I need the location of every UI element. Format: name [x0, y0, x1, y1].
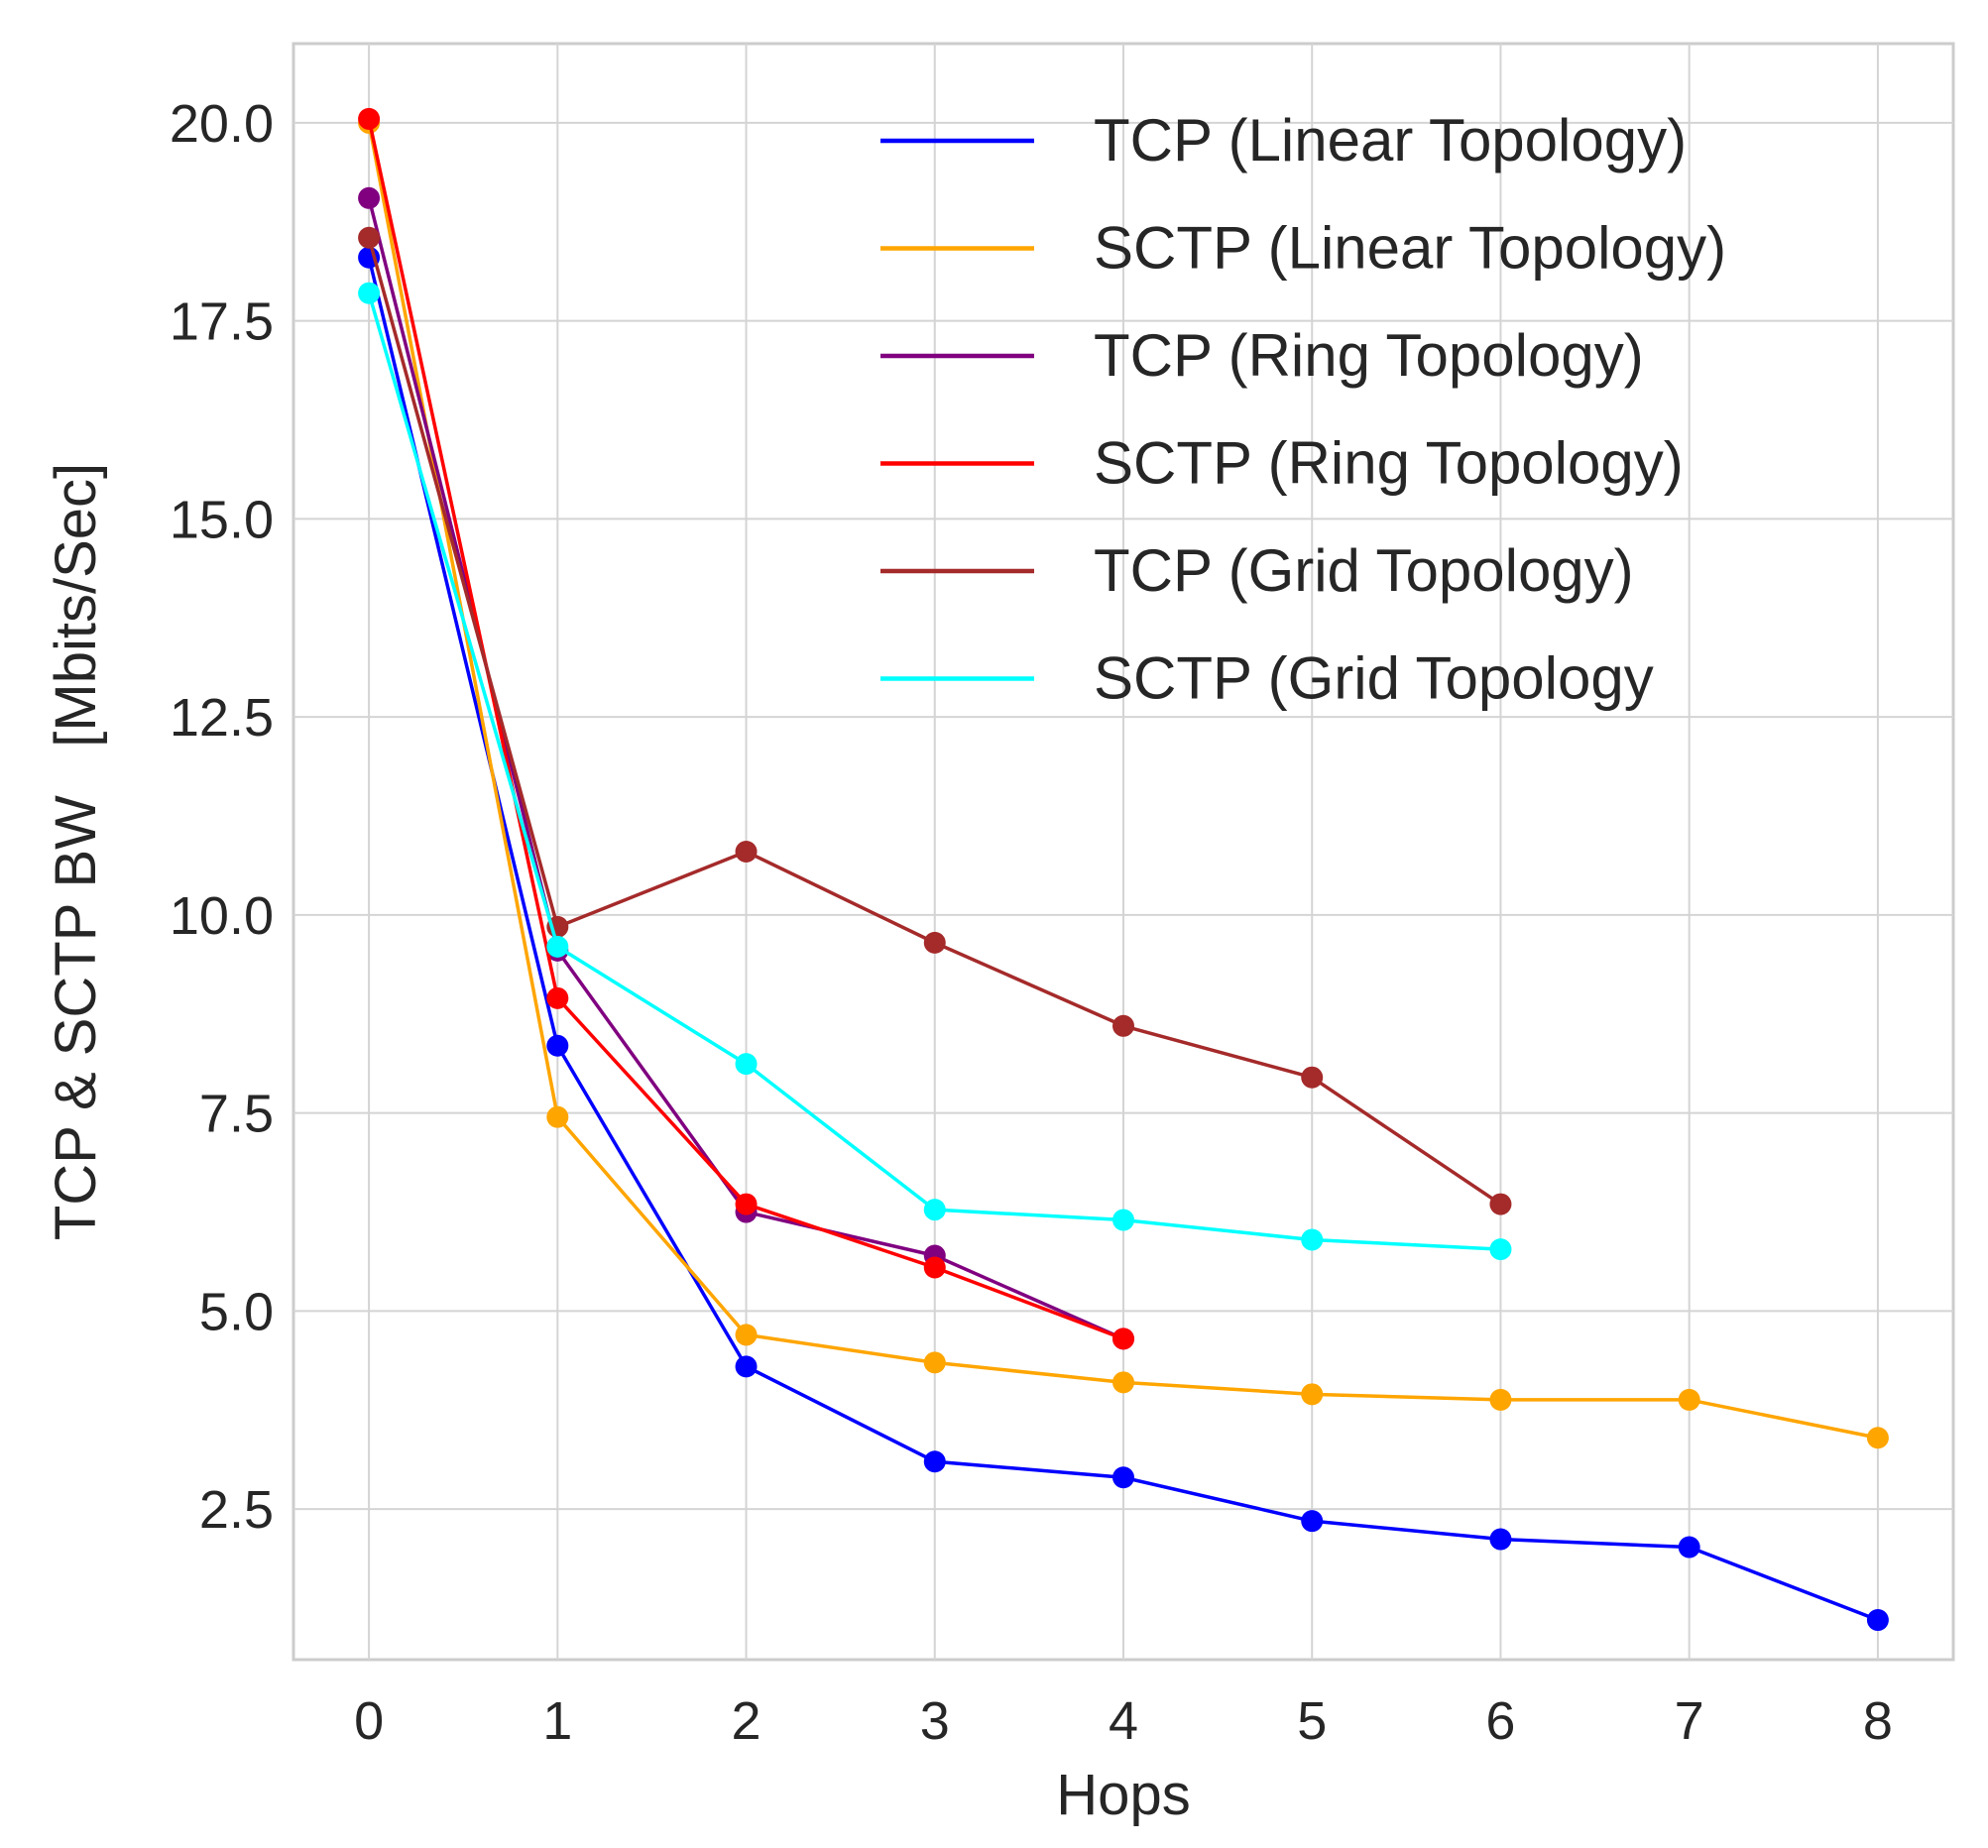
data-point — [358, 107, 381, 130]
y-axis-ticks: 2.5 5.0 7.5 10.0 12.5 15.0 17.5 20.0 — [170, 94, 274, 1540]
series-group — [358, 246, 1889, 1632]
y-tick-label: 15.0 — [170, 490, 274, 549]
data-point — [735, 1193, 758, 1215]
series-group — [358, 107, 1134, 1350]
data-point — [735, 1355, 758, 1378]
data-point — [1301, 1066, 1324, 1089]
x-tick-label: 6 — [1485, 1691, 1515, 1751]
series-group — [358, 282, 1512, 1261]
data-point — [1301, 1510, 1324, 1533]
data-point — [1112, 1014, 1134, 1037]
data-point — [358, 226, 381, 249]
data-point — [735, 1053, 758, 1076]
y-tick-label: 2.5 — [199, 1480, 274, 1540]
data-point — [1301, 1228, 1324, 1251]
legend-label: SCTP (Ring Topology) — [1094, 430, 1684, 497]
data-point — [923, 1256, 946, 1279]
data-point — [1489, 1193, 1512, 1215]
x-tick-label: 5 — [1297, 1691, 1327, 1751]
x-tick-label: 3 — [920, 1691, 950, 1751]
x-tick-label: 4 — [1109, 1691, 1138, 1751]
data-point — [1112, 1328, 1134, 1350]
data-point — [1301, 1383, 1324, 1406]
data-point — [1112, 1371, 1134, 1394]
data-point — [1678, 1388, 1700, 1411]
legend: TCP (Linear Topology) SCTP (Linear Topolo… — [880, 107, 1726, 712]
x-tick-label: 1 — [542, 1691, 572, 1751]
data-point — [358, 186, 381, 209]
y-tick-label: 17.5 — [170, 292, 274, 352]
x-tick-label: 2 — [732, 1691, 761, 1751]
data-point — [1489, 1528, 1512, 1551]
legend-label: TCP (Grid Topology) — [1094, 537, 1634, 604]
data-point — [358, 282, 381, 304]
data-point — [1678, 1536, 1700, 1559]
data-point — [1112, 1209, 1134, 1231]
data-point — [546, 986, 569, 1009]
data-point — [923, 1351, 946, 1374]
data-point — [1489, 1238, 1512, 1261]
data-point — [735, 841, 758, 863]
data-point — [735, 1324, 758, 1346]
y-tick-label: 20.0 — [170, 94, 274, 154]
data-point — [546, 1034, 569, 1057]
data-point — [1112, 1466, 1134, 1489]
data-point — [1489, 1388, 1512, 1411]
data-point — [546, 1105, 569, 1128]
y-tick-label: 10.0 — [170, 886, 274, 946]
x-axis-ticks: 0 1 2 3 4 5 6 7 8 — [354, 1691, 1893, 1751]
data-point — [546, 935, 569, 958]
legend-label: TCP (Linear Topology) — [1094, 107, 1687, 173]
data-point — [1866, 1609, 1889, 1632]
series-group — [358, 226, 1512, 1215]
x-tick-label: 8 — [1863, 1691, 1893, 1751]
y-tick-label: 5.0 — [199, 1282, 274, 1341]
legend-label: SCTP (Grid Topology — [1094, 645, 1654, 712]
data-point — [1866, 1427, 1889, 1449]
data-point — [923, 1199, 946, 1221]
data-point — [923, 931, 946, 954]
data-series — [358, 107, 1889, 1632]
legend-label: SCTP (Linear Topology) — [1094, 215, 1726, 282]
y-axis-title: TCP & SCTP BW [Mbits/Sec] — [44, 463, 108, 1240]
legend-label: TCP (Ring Topology) — [1094, 322, 1644, 389]
y-tick-label: 7.5 — [199, 1085, 274, 1144]
data-point — [923, 1450, 946, 1473]
x-axis-title: Hops — [1056, 1763, 1190, 1827]
x-tick-label: 0 — [354, 1691, 384, 1751]
x-tick-label: 7 — [1675, 1691, 1704, 1751]
y-tick-label: 12.5 — [170, 688, 274, 748]
